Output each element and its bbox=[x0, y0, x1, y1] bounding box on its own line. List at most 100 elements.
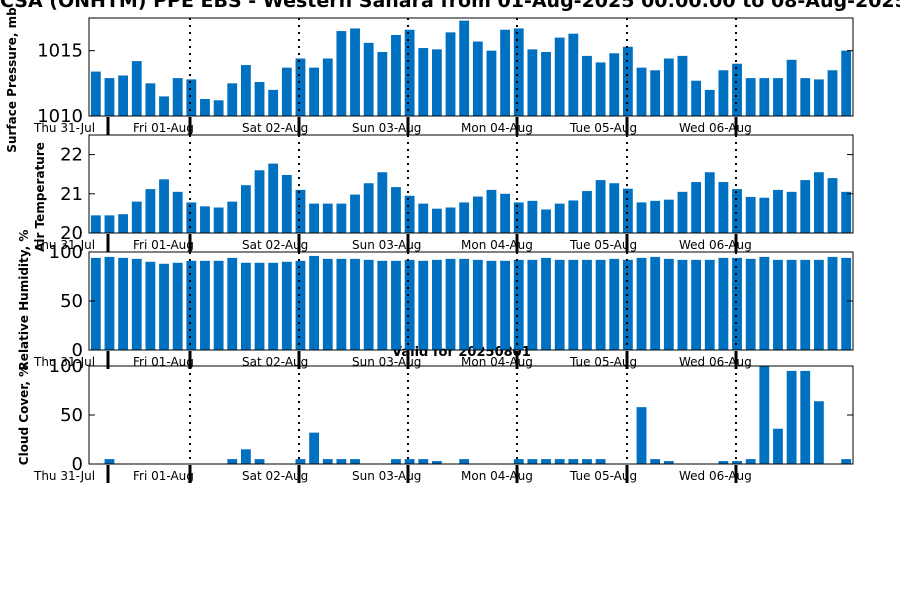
ylabel-panel-1: Surface Pressure, mb bbox=[5, 7, 19, 153]
bar-panel3-1 bbox=[104, 256, 115, 350]
bar-panel3-13 bbox=[268, 262, 279, 350]
bar-panel1-36 bbox=[582, 55, 592, 116]
bar-panel2-54 bbox=[827, 178, 838, 233]
ylabel-panel-3: Relative Humidity, % bbox=[17, 230, 31, 371]
bar-panel2-27 bbox=[459, 202, 470, 233]
bar-panel2-49 bbox=[759, 197, 770, 233]
bar-panel3-47 bbox=[732, 257, 742, 350]
bar-panel2-23 bbox=[404, 195, 415, 233]
bar-panel4-12 bbox=[254, 459, 265, 464]
bar-panel3-30 bbox=[500, 260, 511, 350]
bar-panel3-34 bbox=[554, 259, 565, 350]
bar-panel1-2 bbox=[118, 75, 129, 116]
bar-panel2-17 bbox=[322, 203, 333, 233]
bar-panel2-9 bbox=[213, 207, 224, 233]
bar-panel1-22 bbox=[391, 34, 401, 116]
bar-panel2-15 bbox=[295, 189, 306, 233]
bar-panel1-21 bbox=[377, 51, 388, 116]
bar-panel4-37 bbox=[595, 459, 606, 464]
bar-panel2-13 bbox=[268, 163, 279, 233]
bar-panel3-54 bbox=[827, 256, 838, 350]
bar-panel2-38 bbox=[609, 183, 620, 233]
bar-panel1-5 bbox=[159, 96, 169, 116]
day-label-3-1: Fri 01-Aug bbox=[133, 355, 194, 369]
bar-panel3-27 bbox=[459, 258, 470, 350]
bar-panel2-40 bbox=[636, 202, 647, 233]
bar-panel2-35 bbox=[568, 200, 579, 233]
bar-panel3-55 bbox=[841, 257, 852, 350]
bar-panel2-53 bbox=[813, 172, 824, 233]
bar-panel1-26 bbox=[445, 32, 456, 117]
bar-panel1-51 bbox=[786, 59, 797, 116]
bar-panel1-13 bbox=[268, 89, 279, 116]
bar-panel3-2 bbox=[118, 257, 129, 350]
bar-panel4-41 bbox=[650, 459, 661, 464]
bar-panel3-20 bbox=[363, 259, 374, 350]
day-label-4-4: Mon 04-Aug bbox=[461, 469, 533, 483]
bar-panel1-47 bbox=[732, 63, 742, 116]
bar-panel3-53 bbox=[813, 259, 824, 350]
ytick-label-3-100: 100 bbox=[49, 242, 83, 263]
ytick-label-2-22: 22 bbox=[60, 145, 83, 166]
bar-panel2-12 bbox=[254, 170, 265, 233]
bar-panel1-50 bbox=[773, 78, 783, 116]
day-label-1-1: Fri 01-Aug bbox=[133, 121, 194, 135]
bar-panel1-31 bbox=[513, 28, 524, 117]
bar-panel4-52 bbox=[800, 370, 811, 464]
day-label-4-1: Fri 01-Aug bbox=[133, 469, 194, 483]
bar-panel1-54 bbox=[827, 70, 838, 116]
plot-frame-4 bbox=[88, 365, 854, 465]
bar-panel2-36 bbox=[582, 191, 592, 233]
bar-panel2-24 bbox=[418, 203, 429, 233]
bar-panel4-55 bbox=[841, 459, 852, 464]
bar-panel3-50 bbox=[773, 259, 783, 350]
bar-panel3-0 bbox=[90, 257, 101, 350]
bar-panel1-33 bbox=[541, 51, 551, 116]
bar-panel3-10 bbox=[227, 257, 238, 350]
bar-panel2-19 bbox=[350, 194, 360, 233]
bar-panel4-40 bbox=[636, 407, 647, 464]
bar-panel3-17 bbox=[322, 258, 333, 350]
ytick-label-4-0: 0 bbox=[72, 454, 83, 475]
bar-panel4-22 bbox=[391, 459, 401, 464]
bar-panel1-6 bbox=[172, 78, 183, 116]
bar-panel4-53 bbox=[813, 401, 824, 464]
bar-panel1-42 bbox=[663, 58, 674, 116]
bar-panel3-26 bbox=[445, 258, 456, 350]
bar-panel3-29 bbox=[486, 260, 497, 350]
bar-panel4-51 bbox=[786, 370, 797, 464]
ylabel-panel-2: Air Temperature bbox=[33, 142, 47, 252]
bar-panel1-18 bbox=[336, 31, 347, 116]
bar-panel3-23 bbox=[404, 259, 415, 350]
chart-title: CSA (ONHTM) PPE EBS - Western Sahara fro… bbox=[0, 0, 900, 12]
bar-panel3-32 bbox=[527, 259, 538, 350]
bar-panel1-46 bbox=[718, 70, 729, 116]
bar-panel4-15 bbox=[295, 459, 306, 464]
bar-panel2-26 bbox=[445, 207, 456, 233]
bar-panel3-15 bbox=[295, 260, 306, 350]
bar-panel1-28 bbox=[472, 41, 483, 116]
bar-panel3-19 bbox=[350, 258, 360, 350]
bar-panel2-0 bbox=[90, 215, 101, 233]
bar-panel4-27 bbox=[459, 459, 470, 464]
bar-panel3-25 bbox=[431, 259, 442, 350]
bar-panel1-7 bbox=[186, 79, 197, 116]
bar-panel4-1 bbox=[104, 459, 115, 464]
bar-panel4-25 bbox=[431, 461, 442, 464]
bar-panel3-4 bbox=[145, 261, 156, 350]
bar-panel3-7 bbox=[186, 260, 197, 350]
bar-panel4-36 bbox=[582, 459, 592, 464]
bar-panel3-38 bbox=[609, 258, 620, 350]
day-label-1-5: Tue 05-Aug bbox=[569, 121, 637, 135]
bar-panel1-43 bbox=[677, 55, 688, 116]
bar-panel3-45 bbox=[704, 259, 715, 350]
bar-panel2-41 bbox=[650, 200, 661, 233]
bar-panel1-9 bbox=[213, 100, 224, 116]
bar-panel2-18 bbox=[336, 203, 347, 233]
bar-panel3-42 bbox=[663, 258, 674, 350]
bar-panel2-39 bbox=[622, 188, 633, 233]
day-label-2-3: Sun 03-Aug bbox=[352, 238, 421, 252]
bar-panel1-17 bbox=[322, 58, 333, 116]
bar-panel2-28 bbox=[472, 196, 483, 233]
plot-frame-1 bbox=[88, 17, 854, 117]
